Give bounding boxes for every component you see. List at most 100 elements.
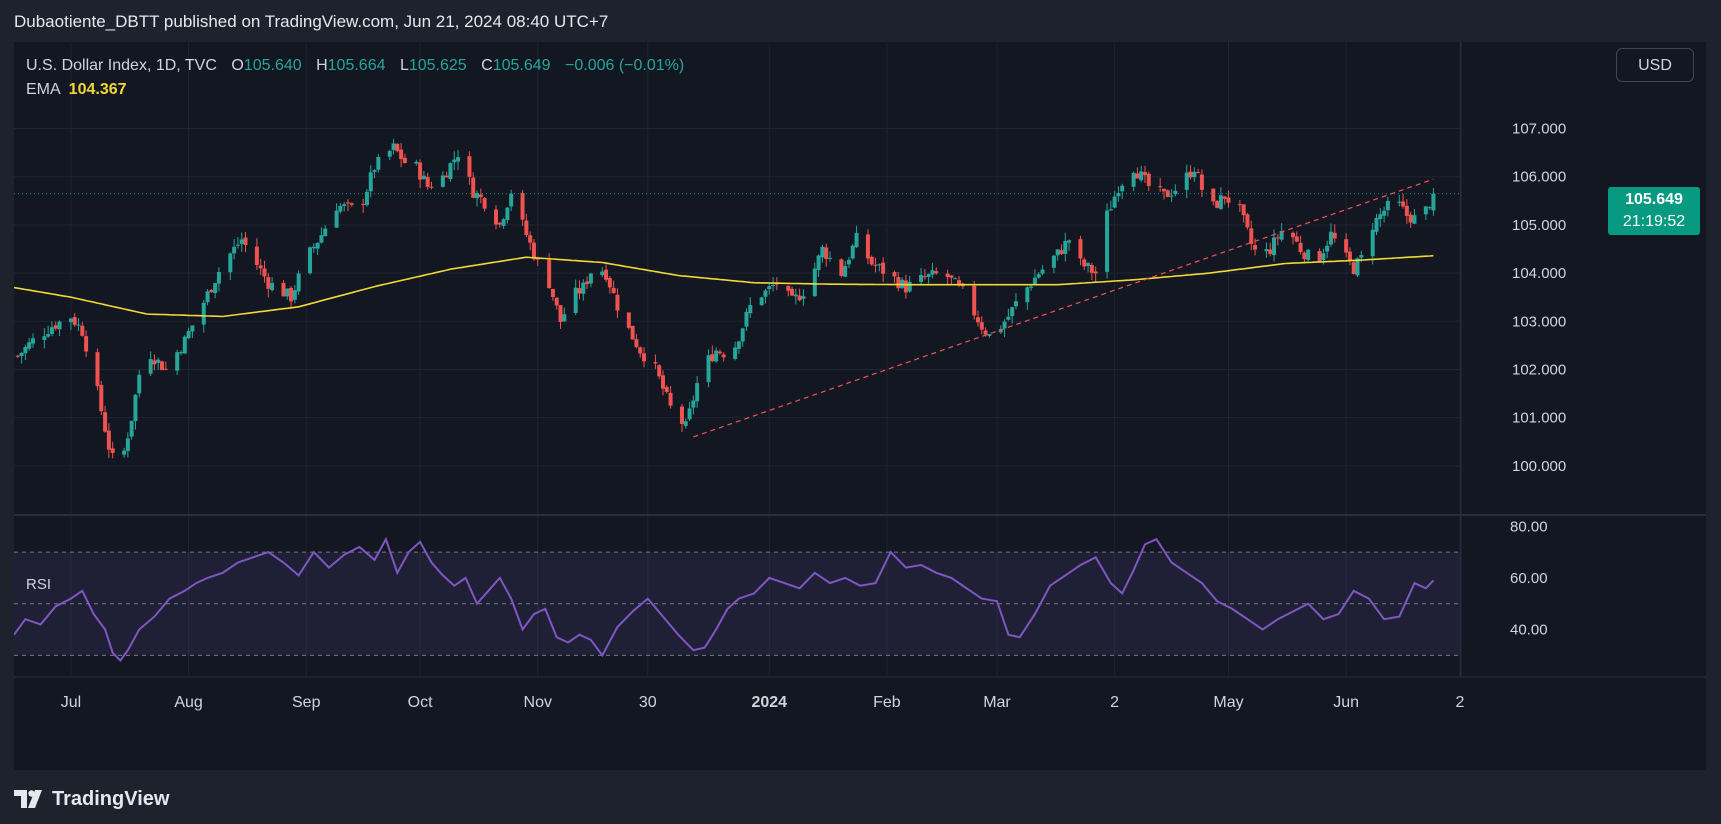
candle-body [611,287,616,293]
candle-body [68,318,73,323]
candle-body [581,282,586,294]
candle-body [1317,251,1322,262]
candle-body [364,191,369,206]
candle-body [501,219,506,226]
publisher-header: Dubaotiente_DBTT published on TradingVie… [14,12,609,31]
candle-body [600,271,605,276]
candle-body [1192,171,1197,178]
footer-brand[interactable]: TradingView [14,786,169,812]
candle-body [691,400,696,408]
time-axis-label: 2 [1456,694,1465,711]
candle-body [1279,230,1284,240]
time-axis-label: 2024 [751,694,787,711]
candle-body [983,330,988,335]
candle-body [1082,259,1087,267]
candle-body [1237,204,1242,206]
candle-body [585,281,590,284]
candle-body [475,193,480,199]
candle-body [175,352,180,371]
time-axis-label: 30 [639,694,657,711]
candle-body [881,262,886,274]
candle-body [308,247,313,274]
rsi-axis-label: 60.00 [1510,570,1548,587]
candle-body [323,228,328,237]
candle-body [896,277,901,289]
candle-body [1089,264,1094,273]
candle-body [634,339,639,348]
candle-body [285,288,290,297]
candle-body [448,163,453,179]
candle-body [216,271,221,284]
candle-body [1222,196,1227,199]
candle-body [372,170,377,172]
chart-canvas[interactable]: 100.000 101.000 102.000 103.000 104.000 105.0… [14,42,1706,770]
candle-body [129,420,134,437]
candle-body [1146,173,1151,186]
candle-body [1059,250,1064,254]
candle-body [1359,255,1364,258]
candle-body [1013,301,1018,307]
candle-body [786,286,791,291]
symbol-label[interactable]: U.S. Dollar Index, 1D, TVC [26,57,217,74]
candle-body [1078,239,1083,259]
candle-body [520,193,525,220]
candle-body [497,222,502,225]
ema-label[interactable]: EMA [26,81,61,98]
chart-legend: U.S. Dollar Index, 1D, TVC O105.640 H105… [26,54,684,102]
candle-body [254,246,259,265]
candle-body [664,387,669,393]
candle-body [1249,228,1254,245]
candle-body [235,244,240,246]
candle-body [315,242,320,249]
candle-body [1040,269,1045,274]
candle-body [1108,209,1113,211]
candle-body [550,288,555,297]
candle-body [1067,240,1072,243]
candle-body [801,296,806,299]
candle-body [1010,307,1015,317]
candle-body [213,283,218,294]
candle-body [797,295,802,301]
chart-container[interactable]: 100.000 101.000 102.000 103.000 104.000 105.0… [14,42,1706,770]
candle-body [1385,200,1390,211]
ema-line [14,254,1434,318]
candle-body [1196,171,1201,173]
candle-body [243,237,248,245]
candle-body [338,205,343,212]
candle-body [478,194,483,198]
candle-body [668,392,673,406]
price-axis-label: 104.000 [1512,265,1566,282]
candle-body [626,312,631,328]
candle-body [103,412,108,432]
change-value: −0.006 (−0.01%) [565,57,685,74]
time-axis-label: Jul [61,694,81,711]
candle-body [638,347,643,354]
candle-body [1032,277,1037,285]
candle-body [1105,210,1110,272]
candle-body [84,336,89,352]
candle-body [1378,214,1383,220]
candle-body [695,383,700,402]
currency-button[interactable]: USD [1616,48,1694,82]
candle-body [1374,217,1379,232]
candle-body [99,384,104,412]
candle-body [156,359,161,363]
candle-body [262,268,267,277]
candle-body [827,257,832,259]
candle-body [42,336,47,340]
candle-body [642,353,647,362]
time-axis-label: Mar [983,694,1011,711]
candle-body [736,341,741,349]
candles [15,138,1436,459]
candle-body [839,259,844,276]
candle-body [987,334,992,336]
candle-body [395,143,400,152]
candle-body [687,408,692,420]
candle-body [1063,240,1068,254]
candle-body [1412,215,1417,224]
price-axis-label: 103.000 [1512,313,1566,330]
candle-body [414,161,419,164]
price-axis-label: 105.000 [1512,217,1566,234]
rsi-label[interactable]: RSI [26,576,52,593]
candle-body [1241,204,1246,216]
